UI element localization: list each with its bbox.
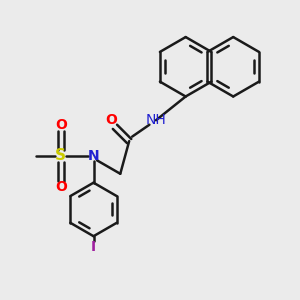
Text: S: S: [55, 148, 66, 164]
Text: NH: NH: [146, 113, 166, 127]
Text: O: O: [55, 180, 67, 194]
Text: I: I: [91, 240, 96, 254]
Text: O: O: [55, 118, 67, 132]
Text: N: N: [88, 149, 99, 163]
Text: O: O: [105, 113, 117, 127]
